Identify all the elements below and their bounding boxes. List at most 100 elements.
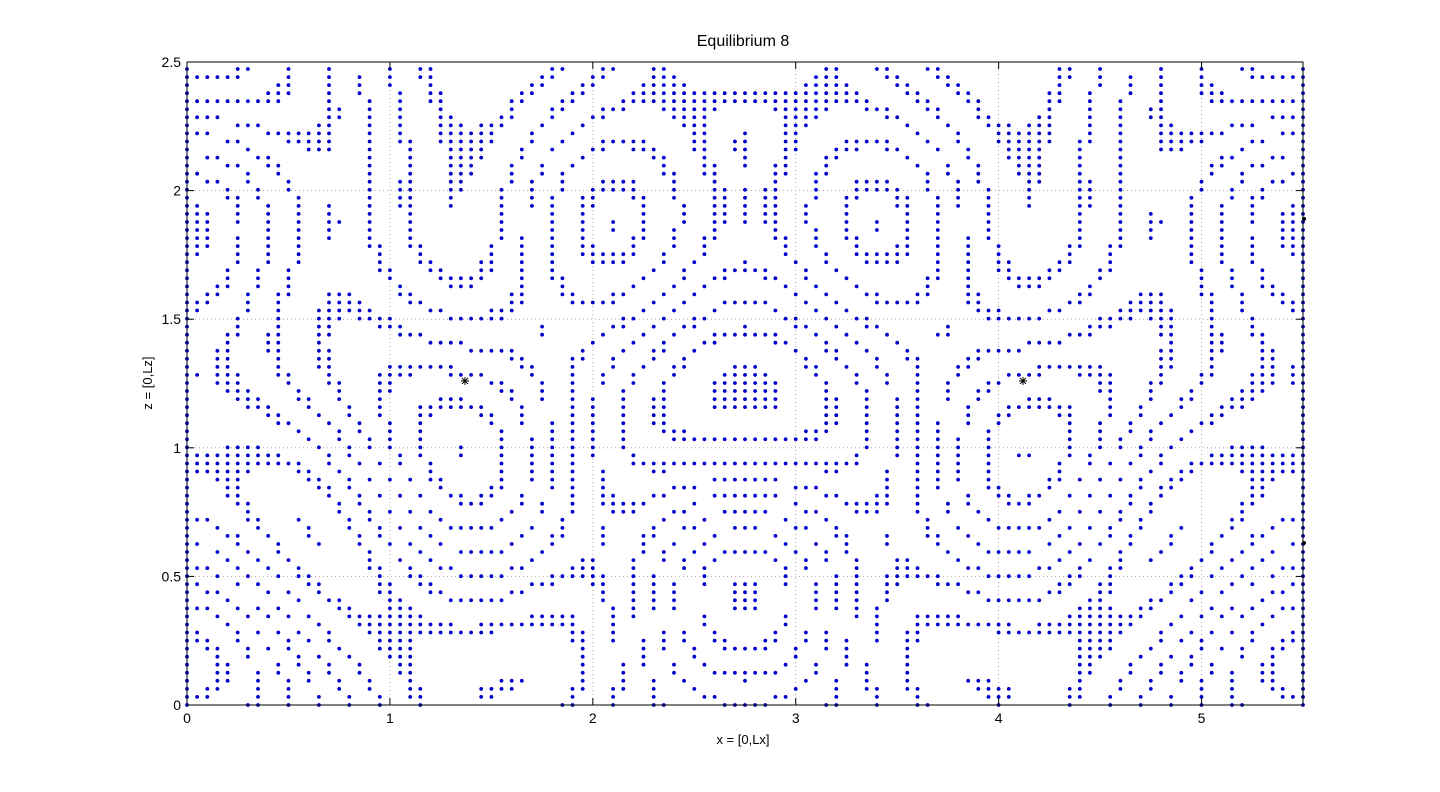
scatter-point bbox=[611, 606, 615, 611]
scatter-point bbox=[935, 453, 940, 458]
scatter-point bbox=[1108, 260, 1113, 265]
scatter-point bbox=[631, 574, 636, 579]
scatter-point bbox=[266, 534, 271, 538]
scatter-point bbox=[733, 598, 737, 603]
scatter-point bbox=[1027, 179, 1031, 184]
scatter-point bbox=[590, 147, 595, 152]
scatter-point bbox=[773, 220, 778, 224]
scatter-point bbox=[479, 276, 484, 281]
scatter-point bbox=[1017, 163, 1021, 168]
scatter-point bbox=[530, 187, 534, 192]
scatter-point bbox=[1159, 356, 1163, 361]
scatter-point bbox=[459, 316, 463, 321]
scatter-point bbox=[753, 365, 757, 369]
scatter-point bbox=[398, 646, 402, 651]
scatter-point bbox=[733, 405, 737, 409]
scatter-point bbox=[590, 445, 595, 450]
scatter-point bbox=[854, 373, 859, 377]
scatter-point bbox=[966, 566, 971, 570]
scatter-point bbox=[438, 99, 443, 104]
scatter-point bbox=[570, 566, 575, 570]
scatter-point bbox=[834, 397, 839, 401]
scatter-point bbox=[1006, 147, 1011, 152]
scatter-point bbox=[509, 107, 514, 112]
scatter-point bbox=[956, 453, 960, 458]
scatter-point bbox=[337, 397, 342, 401]
scatter-point bbox=[560, 171, 565, 176]
scatter-point bbox=[875, 179, 879, 184]
scatter-point bbox=[611, 187, 615, 192]
scatter-point bbox=[327, 308, 331, 313]
scatter-point bbox=[306, 526, 311, 530]
scatter-point bbox=[773, 381, 778, 385]
scatter-point bbox=[225, 558, 230, 562]
scatter-point bbox=[1108, 413, 1113, 418]
scatter-point bbox=[712, 220, 717, 224]
scatter-point bbox=[1169, 622, 1173, 627]
scatter-point bbox=[1159, 99, 1163, 104]
scatter-point bbox=[459, 526, 463, 530]
scatter-point bbox=[712, 477, 717, 482]
scatter-point bbox=[317, 316, 321, 321]
scatter-point bbox=[661, 99, 666, 104]
scatter-point bbox=[388, 83, 392, 87]
scatter-point bbox=[651, 147, 656, 152]
scatter-point bbox=[1098, 590, 1102, 595]
scatter-point bbox=[398, 91, 402, 96]
scatter-point bbox=[986, 477, 991, 482]
scatter-point bbox=[388, 477, 392, 482]
scatter-point bbox=[1169, 477, 1173, 482]
scatter-point bbox=[1179, 147, 1184, 152]
scatter-point bbox=[783, 437, 788, 442]
scatter-point bbox=[1270, 646, 1275, 651]
scatter-point bbox=[702, 99, 707, 104]
scatter-point bbox=[225, 356, 230, 361]
scatter-point bbox=[1006, 622, 1011, 627]
scatter-point bbox=[651, 99, 656, 104]
scatter-point bbox=[773, 236, 778, 241]
scatter-point bbox=[246, 509, 250, 514]
scatter-point bbox=[682, 437, 686, 442]
scatter-point bbox=[733, 365, 737, 369]
scatter-point bbox=[418, 405, 423, 409]
scatter-point bbox=[702, 163, 707, 168]
scatter-point bbox=[976, 389, 981, 393]
scatter-point bbox=[601, 590, 605, 595]
scatter-point bbox=[347, 413, 352, 418]
scatter-point bbox=[661, 397, 666, 401]
scatter-point bbox=[357, 300, 362, 305]
scatter-point bbox=[459, 501, 463, 506]
scatter-point bbox=[641, 461, 646, 466]
scatter-point bbox=[986, 220, 991, 224]
scatter-point bbox=[1260, 453, 1265, 458]
scatter-point bbox=[1250, 244, 1255, 249]
scatter-point bbox=[540, 163, 544, 168]
scatter-point bbox=[195, 695, 200, 699]
scatter-point bbox=[1077, 179, 1082, 184]
scatter-point bbox=[854, 236, 859, 241]
scatter-point bbox=[885, 107, 889, 112]
scatter-point bbox=[1037, 316, 1042, 321]
scatter-point bbox=[509, 590, 514, 595]
scatter-point bbox=[205, 99, 210, 104]
scatter-point bbox=[388, 509, 392, 514]
scatter-point bbox=[1138, 695, 1143, 699]
scatter-point bbox=[367, 123, 372, 128]
scatter-point bbox=[256, 678, 260, 683]
scatter-point bbox=[459, 163, 463, 168]
scatter-point bbox=[1067, 252, 1072, 257]
scatter-point bbox=[367, 220, 372, 224]
scatter-point bbox=[804, 485, 808, 490]
scatter-point bbox=[479, 131, 484, 136]
scatter-point bbox=[317, 139, 321, 144]
scatter-point bbox=[844, 220, 849, 224]
scatter-point bbox=[753, 389, 757, 393]
scatter-point bbox=[418, 413, 423, 418]
scatter-point bbox=[246, 453, 250, 458]
scatter-point bbox=[793, 324, 798, 329]
scatter-point bbox=[195, 469, 200, 474]
scatter-point bbox=[590, 405, 595, 409]
scatter-point bbox=[834, 461, 839, 466]
scatter-point bbox=[651, 695, 656, 699]
scatter-point bbox=[641, 654, 646, 659]
